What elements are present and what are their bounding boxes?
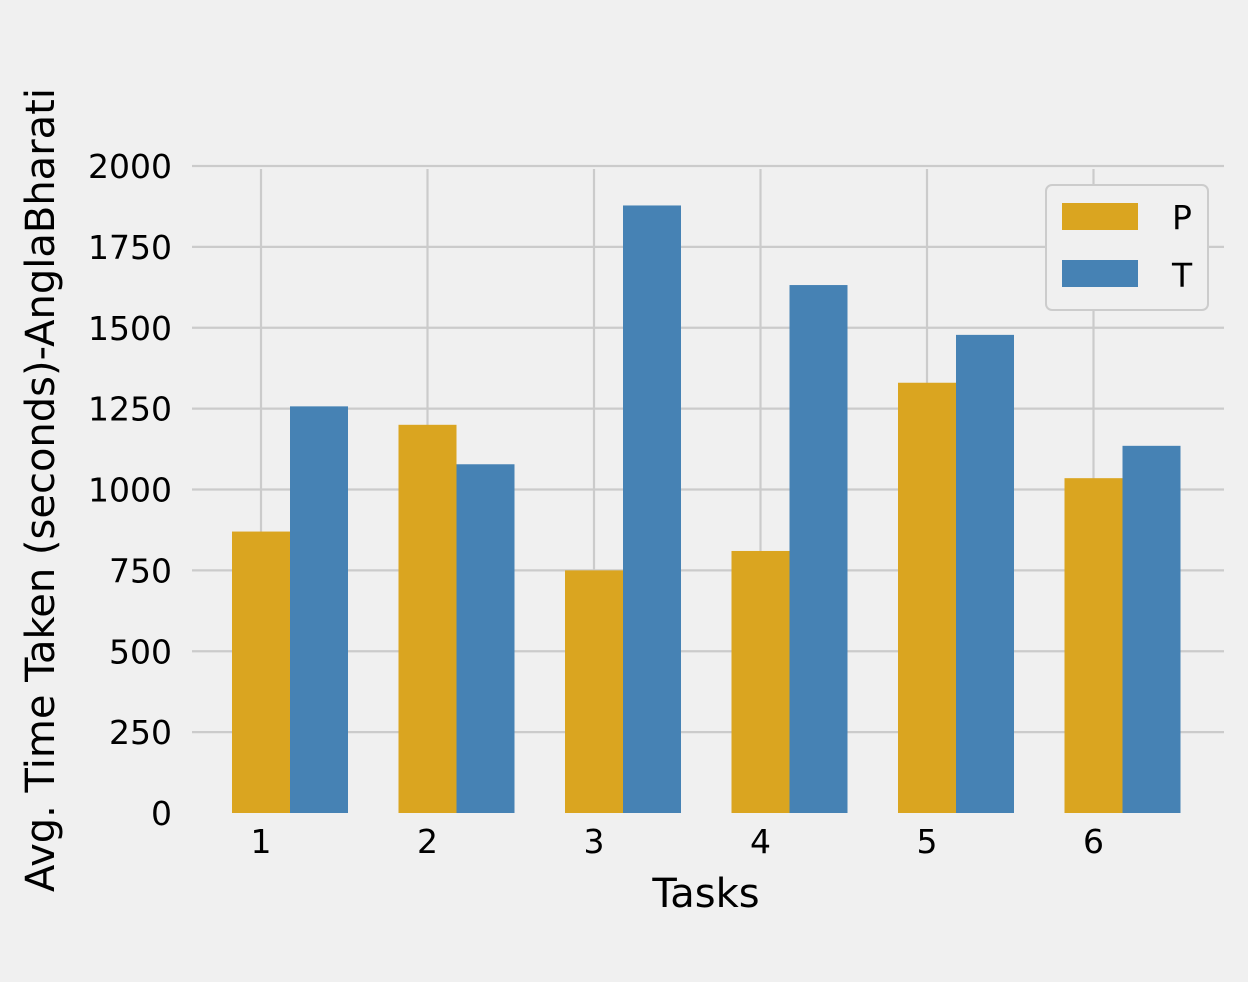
legend-label-p: P bbox=[1172, 198, 1192, 237]
y-tick-label: 1500 bbox=[88, 309, 172, 348]
x-axis-label: Tasks bbox=[651, 871, 759, 917]
y-tick-label: 1000 bbox=[88, 471, 172, 510]
y-tick-label: 2000 bbox=[88, 147, 172, 186]
x-tick-label: 4 bbox=[750, 822, 771, 861]
x-tick-label: 6 bbox=[1083, 822, 1104, 861]
y-tick-label: 1750 bbox=[88, 228, 172, 267]
bar-p-4 bbox=[731, 550, 790, 813]
x-tick-label: 5 bbox=[917, 822, 938, 861]
y-tick-label: 250 bbox=[109, 713, 172, 752]
y-tick-label: 500 bbox=[109, 632, 172, 671]
x-tick-label: 3 bbox=[584, 822, 605, 861]
legend-swatch-p bbox=[1062, 203, 1138, 230]
y-tick-labels: 0 250 500 750 1000 1250 1500 1750 2000 bbox=[88, 147, 172, 833]
bar-t-3 bbox=[623, 205, 681, 814]
bar-t-1 bbox=[290, 406, 348, 813]
bar-t-4 bbox=[789, 285, 848, 814]
y-tick-label: 1250 bbox=[88, 390, 172, 429]
bar-p-3 bbox=[565, 570, 623, 813]
x-tick-labels: 1 2 3 4 5 6 bbox=[251, 822, 1105, 861]
bar-t-6 bbox=[1122, 445, 1181, 813]
legend: P T bbox=[1045, 184, 1209, 311]
bar-p-5 bbox=[898, 382, 956, 813]
bars bbox=[232, 205, 1181, 814]
bar-t-2 bbox=[456, 464, 515, 813]
bar-t-5 bbox=[956, 334, 1014, 813]
legend-label-t: T bbox=[1171, 256, 1193, 295]
legend-swatch-t bbox=[1062, 260, 1138, 287]
x-tick-label: 2 bbox=[417, 822, 438, 861]
y-tick-label: 750 bbox=[109, 551, 172, 590]
x-tick-label: 1 bbox=[251, 822, 272, 861]
y-axis-label: Avg. Time Taken (seconds)-AnglaBharati bbox=[18, 88, 64, 892]
bar-p-6 bbox=[1064, 478, 1123, 813]
bar-p-2 bbox=[398, 424, 457, 813]
bar-p-1 bbox=[232, 531, 290, 813]
y-tick-label: 0 bbox=[151, 794, 172, 833]
